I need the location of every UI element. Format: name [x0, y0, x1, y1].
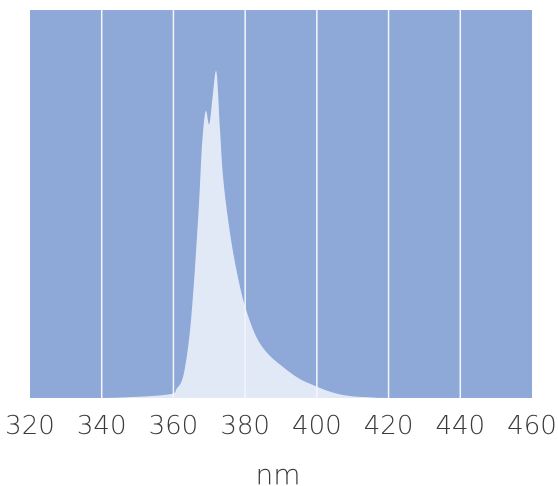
x-tick-label: 340 [77, 411, 127, 441]
x-axis-label: nm [255, 458, 300, 486]
x-tick-label: 460 [507, 411, 557, 441]
x-tick-label: 440 [435, 411, 485, 441]
plot-background [30, 10, 532, 398]
x-tick-label: 400 [292, 411, 342, 441]
x-tick-label: 380 [220, 411, 270, 441]
x-tick-label: 420 [364, 411, 414, 441]
x-tick-label: 320 [5, 411, 55, 441]
x-tick-label: 360 [149, 411, 199, 441]
